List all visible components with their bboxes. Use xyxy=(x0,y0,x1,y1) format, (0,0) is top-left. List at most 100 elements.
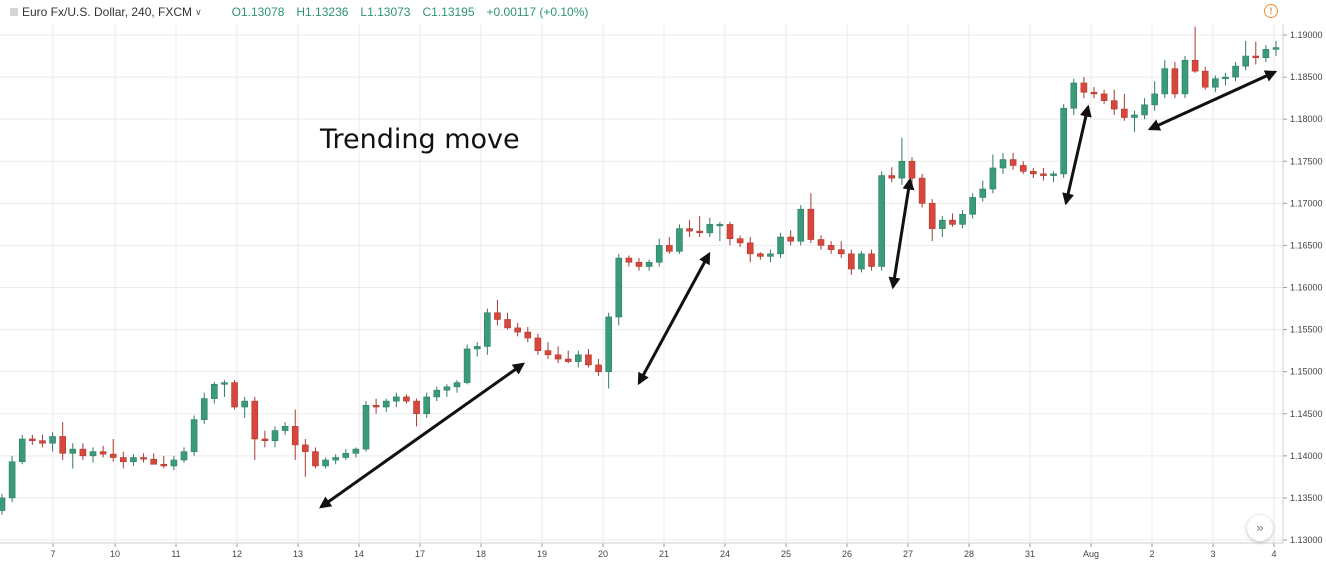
candle-down xyxy=(504,319,511,329)
candle-down xyxy=(787,236,794,242)
candle-down xyxy=(251,400,259,440)
candle-down xyxy=(908,160,916,179)
candle-down xyxy=(534,337,542,351)
candle-up xyxy=(1060,107,1067,175)
x-tick-label: 18 xyxy=(476,549,486,559)
candle-up xyxy=(1050,173,1057,176)
candle-up xyxy=(271,430,279,441)
candle-down xyxy=(39,440,46,444)
y-tick-label: 1.16500 xyxy=(1290,240,1323,250)
candle-down xyxy=(120,457,127,463)
candle-down xyxy=(666,245,673,252)
candle-down xyxy=(918,177,926,204)
y-tick-label: 1.16000 xyxy=(1290,283,1323,293)
close-value: C1.13195 xyxy=(422,5,475,19)
candle-down xyxy=(888,175,896,179)
chevron-down-icon[interactable]: ∨ xyxy=(195,6,202,17)
candle-down xyxy=(261,438,269,441)
candle-up xyxy=(575,354,582,362)
candle-down xyxy=(1252,55,1260,59)
candle-up xyxy=(382,400,390,408)
candle-up xyxy=(1141,104,1148,116)
open-value: O1.13078 xyxy=(231,5,285,19)
candle-up xyxy=(180,451,188,461)
candle-down xyxy=(372,405,380,408)
candle-up xyxy=(453,382,461,388)
x-tick-label: 2 xyxy=(1149,549,1154,559)
candle-down xyxy=(736,238,744,244)
candle-down xyxy=(1030,171,1037,175)
y-tick-label: 1.13500 xyxy=(1290,493,1323,503)
symbol-color-swatch xyxy=(10,8,18,16)
candle-up xyxy=(858,253,865,270)
ohlc-readout: O1.13078 H1.13236 L1.13073 C1.13195 +0.0… xyxy=(232,5,589,19)
candle-down xyxy=(1019,165,1027,172)
candle-up xyxy=(1070,82,1078,109)
candle-up xyxy=(999,159,1007,169)
candle-up xyxy=(221,382,228,385)
candle-up xyxy=(716,224,724,227)
symbol-label[interactable]: Euro Fx/U.S. Dollar, 240, FXCM xyxy=(22,5,193,19)
x-tick-label: 13 xyxy=(293,549,303,559)
x-tick-label: 24 xyxy=(720,549,730,559)
y-tick-label: 1.14000 xyxy=(1290,451,1323,461)
candle-down xyxy=(949,219,956,225)
candle-down xyxy=(1201,70,1209,88)
candle-up xyxy=(362,405,370,450)
x-tick-label: 7 xyxy=(50,549,55,559)
candle-down xyxy=(29,438,36,441)
candle-up xyxy=(898,160,906,179)
candle-down xyxy=(746,242,754,255)
change-value: +0.00117 (+0.10%) xyxy=(486,5,589,19)
y-tick-label: 1.17500 xyxy=(1290,156,1323,166)
y-tick-label: 1.19000 xyxy=(1290,30,1323,40)
candle-up xyxy=(1232,65,1239,78)
candle-down xyxy=(1080,82,1088,93)
candle-up xyxy=(190,419,198,452)
x-tick-label: 3 xyxy=(1210,549,1215,559)
candle-up xyxy=(393,396,400,402)
low-value: L1.13073 xyxy=(360,5,411,19)
x-tick-label: 14 xyxy=(354,549,364,559)
candle-up xyxy=(1262,49,1270,59)
candle-down xyxy=(817,239,825,246)
candle-up xyxy=(939,219,946,229)
candle-down xyxy=(160,463,168,467)
y-tick-label: 1.15500 xyxy=(1290,325,1323,335)
candle-down xyxy=(494,312,501,320)
x-tick-label: 10 xyxy=(110,549,120,559)
x-tick-label: 17 xyxy=(415,549,425,559)
candle-down xyxy=(564,358,572,362)
candle-up xyxy=(473,346,481,350)
candle-up xyxy=(49,436,56,444)
candle-down xyxy=(1090,91,1098,95)
candle-down xyxy=(1040,173,1047,176)
alert-circle-icon[interactable]: ! xyxy=(1264,4,1278,18)
candle-down xyxy=(837,249,845,255)
candle-down xyxy=(403,396,410,402)
annotation-trending-move: Trending move xyxy=(320,124,520,155)
trend-arrow xyxy=(888,177,915,290)
candle-up xyxy=(463,348,471,383)
candle-up xyxy=(1131,114,1138,118)
candle-up xyxy=(1222,76,1229,80)
candle-down xyxy=(413,400,420,415)
double-chevron-right-icon[interactable]: » xyxy=(1247,515,1273,541)
candle-up xyxy=(878,175,885,267)
candle-up xyxy=(352,448,360,454)
candle-up xyxy=(615,257,623,318)
trend-arrow xyxy=(319,362,525,509)
x-tick-label: 21 xyxy=(659,549,669,559)
candle-up xyxy=(281,426,289,431)
candle-down xyxy=(291,426,299,446)
candle-down xyxy=(140,457,147,460)
candle-up xyxy=(8,461,16,499)
candle-up xyxy=(423,396,430,415)
candle-up xyxy=(979,188,987,198)
candle-up xyxy=(959,213,966,225)
candle-down xyxy=(807,208,815,240)
candle-up xyxy=(1181,59,1189,95)
x-tick-label: 25 xyxy=(781,549,791,559)
candle-down xyxy=(544,350,552,356)
